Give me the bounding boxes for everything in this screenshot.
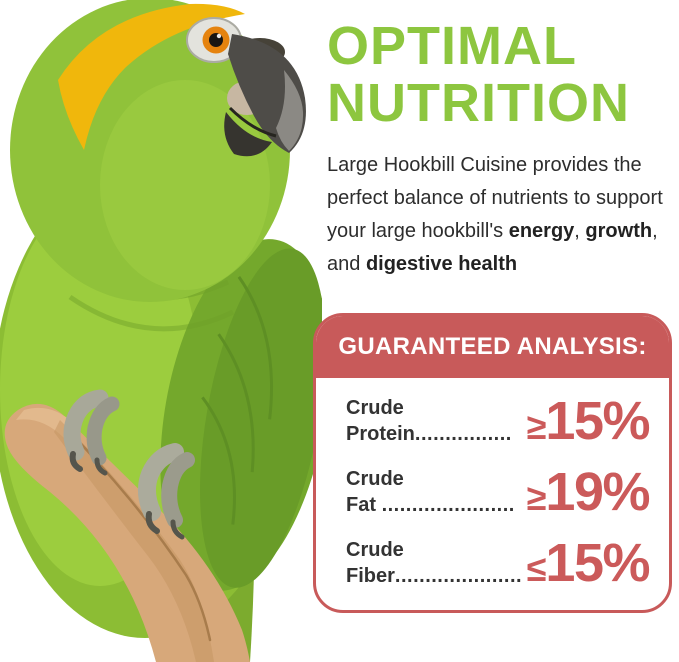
page-title: OPTIMAL NUTRITION	[327, 18, 630, 132]
card-title: GUARANTEED ANALYSIS:	[338, 333, 647, 360]
nutrient-name-line1: Crude	[346, 397, 404, 420]
comparator-symbol: ≤	[526, 547, 547, 589]
description-text: Large Hookbill Cuisine provides the perf…	[327, 149, 679, 281]
analysis-row-crude-fiber: Crude Fiber..................... ≤15%	[346, 532, 651, 594]
nutrient-value: ≤15%	[526, 532, 651, 594]
percentage-value: 15%	[545, 532, 650, 593]
desc-segment: , and	[327, 220, 658, 275]
desc-segment: Large Hookbill Cuisine provides the perf…	[327, 154, 663, 242]
leader-dots: .....................	[394, 564, 523, 587]
guaranteed-analysis-card: GUARANTEED ANALYSIS: Crude Protein......…	[313, 313, 672, 613]
parrot-photo	[0, 0, 330, 662]
nutrient-name-line2: Fiber	[346, 564, 395, 587]
title-line-2: NUTRITION	[327, 73, 630, 133]
nutrient-name-line1: Crude	[346, 538, 404, 561]
analysis-row-crude-fat: Crude Fat ...................... ≥19%	[346, 461, 651, 523]
card-header: GUARANTEED ANALYSIS:	[316, 316, 669, 378]
desc-bold-digestive-health: digestive health	[365, 253, 518, 275]
nutrient-label: Crude Protein................	[346, 395, 512, 447]
comparator-symbol: ≥	[526, 476, 547, 518]
desc-segment: ,	[574, 220, 586, 242]
percentage-value: 19%	[545, 461, 650, 522]
nutrient-value: ≥15%	[526, 390, 651, 452]
nutrient-name-line2: Fat	[346, 493, 382, 516]
comparator-symbol: ≥	[526, 406, 547, 448]
percentage-value: 15%	[545, 391, 650, 452]
nutrient-label: Crude Fat ......................	[346, 466, 515, 518]
parrot-illustration	[0, 0, 330, 662]
nutrient-name-line2: Protein	[346, 423, 415, 446]
analysis-row-crude-protein: Crude Protein................ ≥15%	[346, 390, 651, 452]
desc-bold-growth: growth	[585, 220, 653, 242]
leader-dots: ................	[414, 423, 512, 446]
nutrient-name-line1: Crude	[346, 467, 404, 490]
leader-dots: ......................	[381, 493, 515, 516]
desc-bold-energy: energy	[508, 220, 575, 242]
card-body: Crude Protein................ ≥15% Crude…	[316, 378, 669, 610]
nutrient-label: Crude Fiber.....................	[346, 537, 522, 589]
nutrient-value: ≥19%	[526, 461, 651, 523]
title-line-1: OPTIMAL	[327, 16, 577, 76]
